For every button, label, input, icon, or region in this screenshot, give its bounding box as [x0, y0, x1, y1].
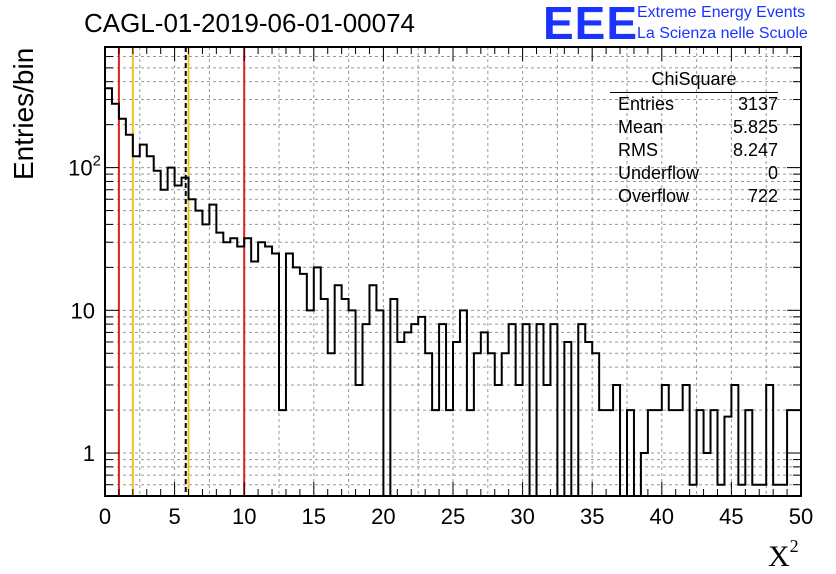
x-tick-label: 5	[168, 504, 180, 529]
x-tick-label: 50	[789, 504, 813, 529]
y-axis-label: Entries/bin	[8, 47, 39, 180]
x-axis-label-base: X	[768, 540, 790, 573]
x-axis-label: X2	[768, 536, 799, 574]
stats-row-entries: Entries 3137	[610, 93, 778, 116]
y-tick-label: 10	[71, 298, 95, 323]
stats-label: RMS	[618, 140, 658, 160]
x-tick-label: 30	[510, 504, 534, 529]
reference-lines	[117, 47, 246, 496]
y-tick-label: 1	[83, 441, 95, 466]
histogram-line	[104, 87, 802, 497]
stats-label: Mean	[618, 117, 664, 137]
x-tick-label: 15	[302, 504, 326, 529]
x-tick-label: 10	[232, 504, 256, 529]
y-tick-label: 102	[68, 153, 101, 181]
x-tick-label: 20	[371, 504, 395, 529]
y-tick-label-exponent: 2	[93, 153, 101, 170]
logo-line-1: Extreme Energy Events	[637, 4, 806, 21]
x-tick-label: 25	[441, 504, 465, 529]
stats-value: 5.825	[732, 117, 778, 137]
y-tick-label-base: 10	[68, 156, 92, 181]
stats-rows: Entries 3137 Mean 5.825 RMS 8.247 Underflow 0 Ov…	[610, 93, 778, 208]
logo-caption: Extreme Energy Events La Scienza nelle S…	[637, 2, 808, 44]
stats-row-mean: Mean 5.825	[610, 116, 778, 139]
x-axis-label-superscript: 2	[789, 536, 799, 556]
stats-value: 0	[767, 163, 778, 183]
stats-row-rms: RMS 8.247	[610, 139, 778, 162]
chart-title: CAGL-01-2019-06-01-00074	[84, 8, 415, 38]
eee-logo: EEE	[543, 0, 639, 49]
stats-value: 722	[747, 186, 778, 206]
x-tick-label: 35	[580, 504, 604, 529]
stats-label: Entries	[618, 94, 675, 114]
stats-box-title: ChiSquare	[610, 66, 778, 93]
stats-value: 8.247	[732, 140, 778, 160]
stats-value: 3137	[737, 94, 778, 114]
x-tick-label: 40	[650, 504, 674, 529]
stats-box: ChiSquare Entries 3137 Mean 5.825 RMS 8.247 Un…	[610, 66, 778, 208]
stats-label: Underflow	[618, 163, 700, 183]
stats-label: Overflow	[618, 186, 690, 206]
stats-row-underflow: Underflow 0	[610, 162, 778, 185]
stats-row-overflow: Overflow 722	[610, 185, 778, 208]
histogram-series	[104, 87, 802, 497]
x-tick-label: 45	[719, 504, 743, 529]
axis-ticks	[104, 47, 802, 496]
x-tick-label: 0	[99, 504, 111, 529]
logo-line-2: La Scienza nelle Scuole	[637, 25, 808, 42]
